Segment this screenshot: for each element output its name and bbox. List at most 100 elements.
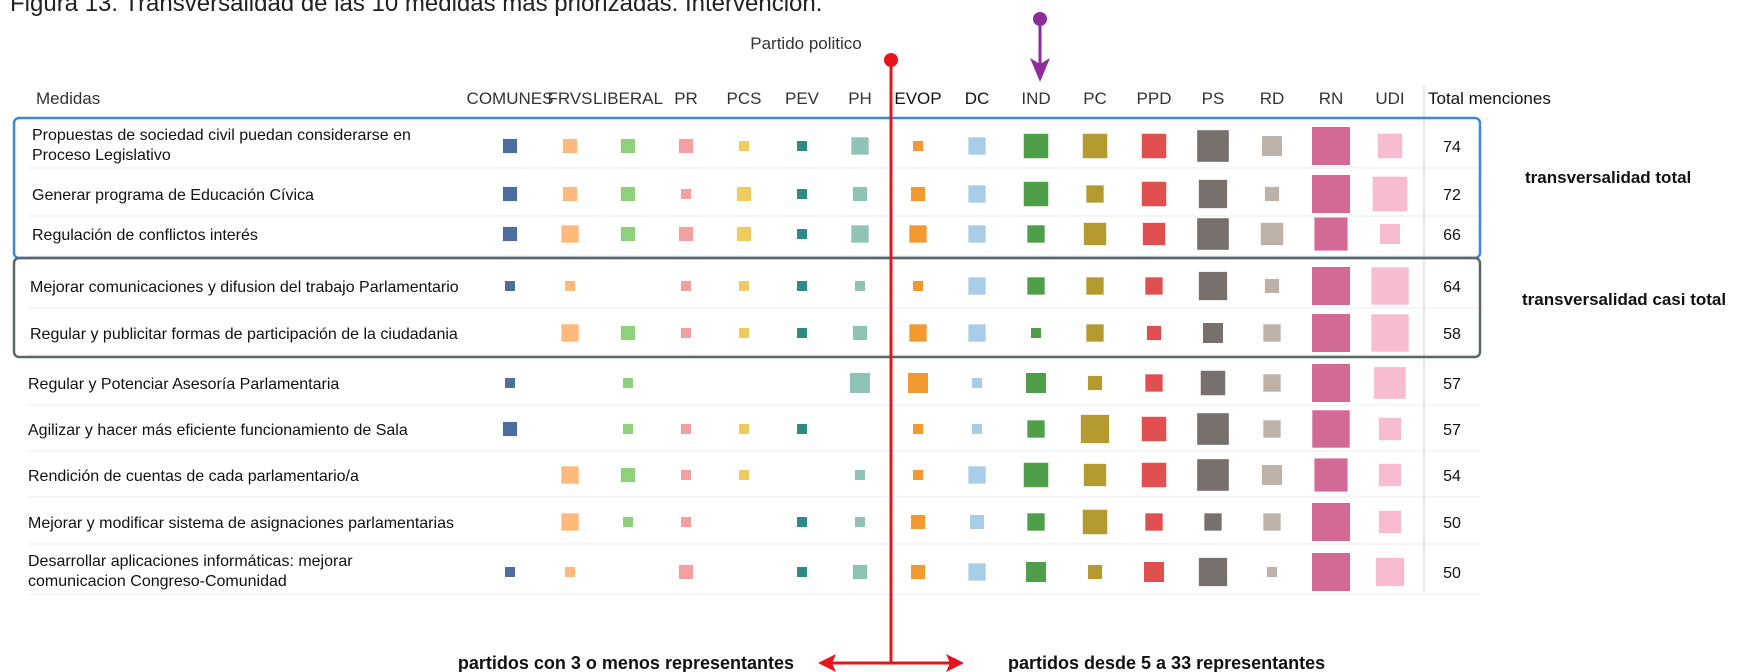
row-label-1: Propuestas de sociedad civil puedan cons…: [32, 127, 411, 164]
grid-layer: [12, 86, 1482, 595]
row-label-line: Mejorar y modificar sistema de asignacio…: [28, 515, 454, 532]
cell-ppd-row-5: [1146, 325, 1162, 341]
cell-pr-row-3: [678, 226, 694, 242]
cell-pev-row-3: [797, 229, 807, 239]
row-total-8: 54: [1443, 468, 1461, 485]
cell-ps-row-8: [1197, 459, 1229, 491]
row-label-line: comunicacion Congreso-Comunidad: [28, 573, 287, 590]
cell-ppd-row-7: [1141, 416, 1167, 442]
party-header-ppd: PPD: [1137, 89, 1172, 108]
cell-ph-row-10: [852, 564, 868, 580]
chart-title: Partido politico: [750, 34, 862, 53]
cell-evop-row-9: [910, 514, 926, 530]
cell-rn-row-10: [1312, 553, 1350, 591]
cell-frvs-row-3: [561, 225, 579, 243]
divider-arrow-right-head: [946, 654, 964, 672]
total-header: Total menciones: [1428, 89, 1551, 108]
row-total-10: 50: [1443, 565, 1461, 582]
cell-ind-row-10: [1026, 562, 1046, 582]
cell-pc-row-5: [1086, 324, 1104, 342]
cell-pr-row-7: [681, 424, 691, 434]
cell-evop-row-1: [913, 141, 923, 151]
cell-rd-row-4: [1264, 278, 1280, 294]
cell-rd-row-9: [1263, 513, 1281, 531]
cell-ppd-row-10: [1144, 562, 1164, 582]
cell-ind-row-8: [1023, 462, 1049, 488]
marks-layer: Propuestas de sociedad civil puedan cons…: [28, 127, 1461, 591]
cell-pcs-row-4: [739, 281, 749, 291]
ind-arrow-head: [1030, 58, 1050, 82]
cell-rn-row-7: [1312, 410, 1350, 448]
cell-evop-row-4: [913, 281, 923, 291]
cell-pc-row-7: [1080, 414, 1110, 444]
row-total-6: 57: [1443, 376, 1461, 393]
row-total-3: 66: [1443, 227, 1461, 244]
cell-rd-row-5: [1263, 324, 1281, 342]
cell-ind-row-6: [1026, 373, 1046, 393]
cell-evop-row-10: [910, 564, 926, 580]
cell-frvs-row-8: [561, 466, 579, 484]
annotation-layer: transversalidad total transversalidad cas…: [458, 12, 1726, 672]
cell-ph-row-3: [851, 225, 869, 243]
cell-liberal-row-6: [623, 378, 633, 388]
cell-ind-row-9: [1027, 513, 1045, 531]
cell-dc-row-5: [968, 324, 986, 342]
cell-comunes-row-6: [505, 378, 515, 388]
cell-pcs-row-5: [739, 328, 749, 338]
cell-udi-row-9: [1378, 510, 1402, 534]
cell-liberal-row-8: [620, 467, 636, 483]
cell-ppd-row-9: [1145, 513, 1163, 531]
row-label-4: Mejorar comunicaciones y difusion del tr…: [30, 279, 459, 296]
party-header-evop: EVOP: [894, 89, 941, 108]
cell-dc-row-3: [968, 225, 986, 243]
cell-ph-row-6: [850, 373, 870, 393]
row-label-line: Regular y Potenciar Asesoría Parlamentar…: [28, 376, 339, 393]
cell-ppd-row-1: [1141, 133, 1167, 159]
cell-ps-row-3: [1197, 218, 1229, 250]
cell-pev-row-9: [797, 517, 807, 527]
party-header-ph: PH: [848, 89, 872, 108]
row-label-line: Regular y publicitar formas de participa…: [30, 326, 458, 343]
cell-udi-row-4: [1371, 267, 1409, 305]
row-label-6: Regular y Potenciar Asesoría Parlamentar…: [28, 376, 339, 393]
cell-rn-row-2: [1312, 175, 1350, 213]
cell-rd-row-10: [1267, 567, 1277, 577]
cell-ps-row-5: [1203, 323, 1223, 343]
cell-rd-row-7: [1263, 420, 1281, 438]
row-label-10: Desarrollar aplicaciones informáticas: m…: [28, 553, 353, 590]
cell-ind-row-4: [1027, 277, 1045, 295]
party-header-ind: IND: [1021, 89, 1050, 108]
cell-rd-row-1: [1262, 136, 1282, 156]
party-header-pcs: PCS: [727, 89, 762, 108]
party-header-liberal: LIBERAL: [593, 89, 663, 108]
cell-pr-row-2: [681, 189, 691, 199]
cell-rd-row-8: [1262, 465, 1282, 485]
cell-rn-row-4: [1312, 267, 1350, 305]
row-label-line: Proceso Legislativo: [32, 147, 171, 164]
cell-liberal-row-7: [623, 424, 633, 434]
cell-pcs-row-2: [736, 186, 752, 202]
cell-rd-row-3: [1260, 222, 1284, 246]
cell-dc-row-6: [972, 378, 982, 388]
cell-udi-row-2: [1372, 176, 1408, 212]
cell-ppd-row-2: [1141, 181, 1167, 207]
cell-udi-row-10: [1375, 557, 1405, 587]
row-label-line: Mejorar comunicaciones y difusion del tr…: [30, 279, 459, 296]
party-header-ps: PS: [1202, 89, 1225, 108]
cell-frvs-row-2: [562, 186, 578, 202]
row-total-7: 57: [1443, 422, 1461, 439]
row-total-1: 74: [1443, 139, 1461, 156]
cell-rn-row-6: [1312, 364, 1350, 402]
cell-evop-row-5: [909, 324, 927, 342]
cell-dc-row-9: [969, 514, 985, 530]
party-header-pc: PC: [1083, 89, 1107, 108]
cell-comunes-row-2: [502, 186, 518, 202]
cell-evop-row-8: [913, 470, 923, 480]
cell-pcs-row-8: [739, 470, 749, 480]
cell-comunes-row-3: [502, 226, 518, 242]
row-label-line: Agilizar y hacer más eficiente funcionam…: [28, 422, 408, 439]
group-label-1: transversalidad total: [1525, 168, 1691, 187]
cell-liberal-row-9: [623, 517, 633, 527]
